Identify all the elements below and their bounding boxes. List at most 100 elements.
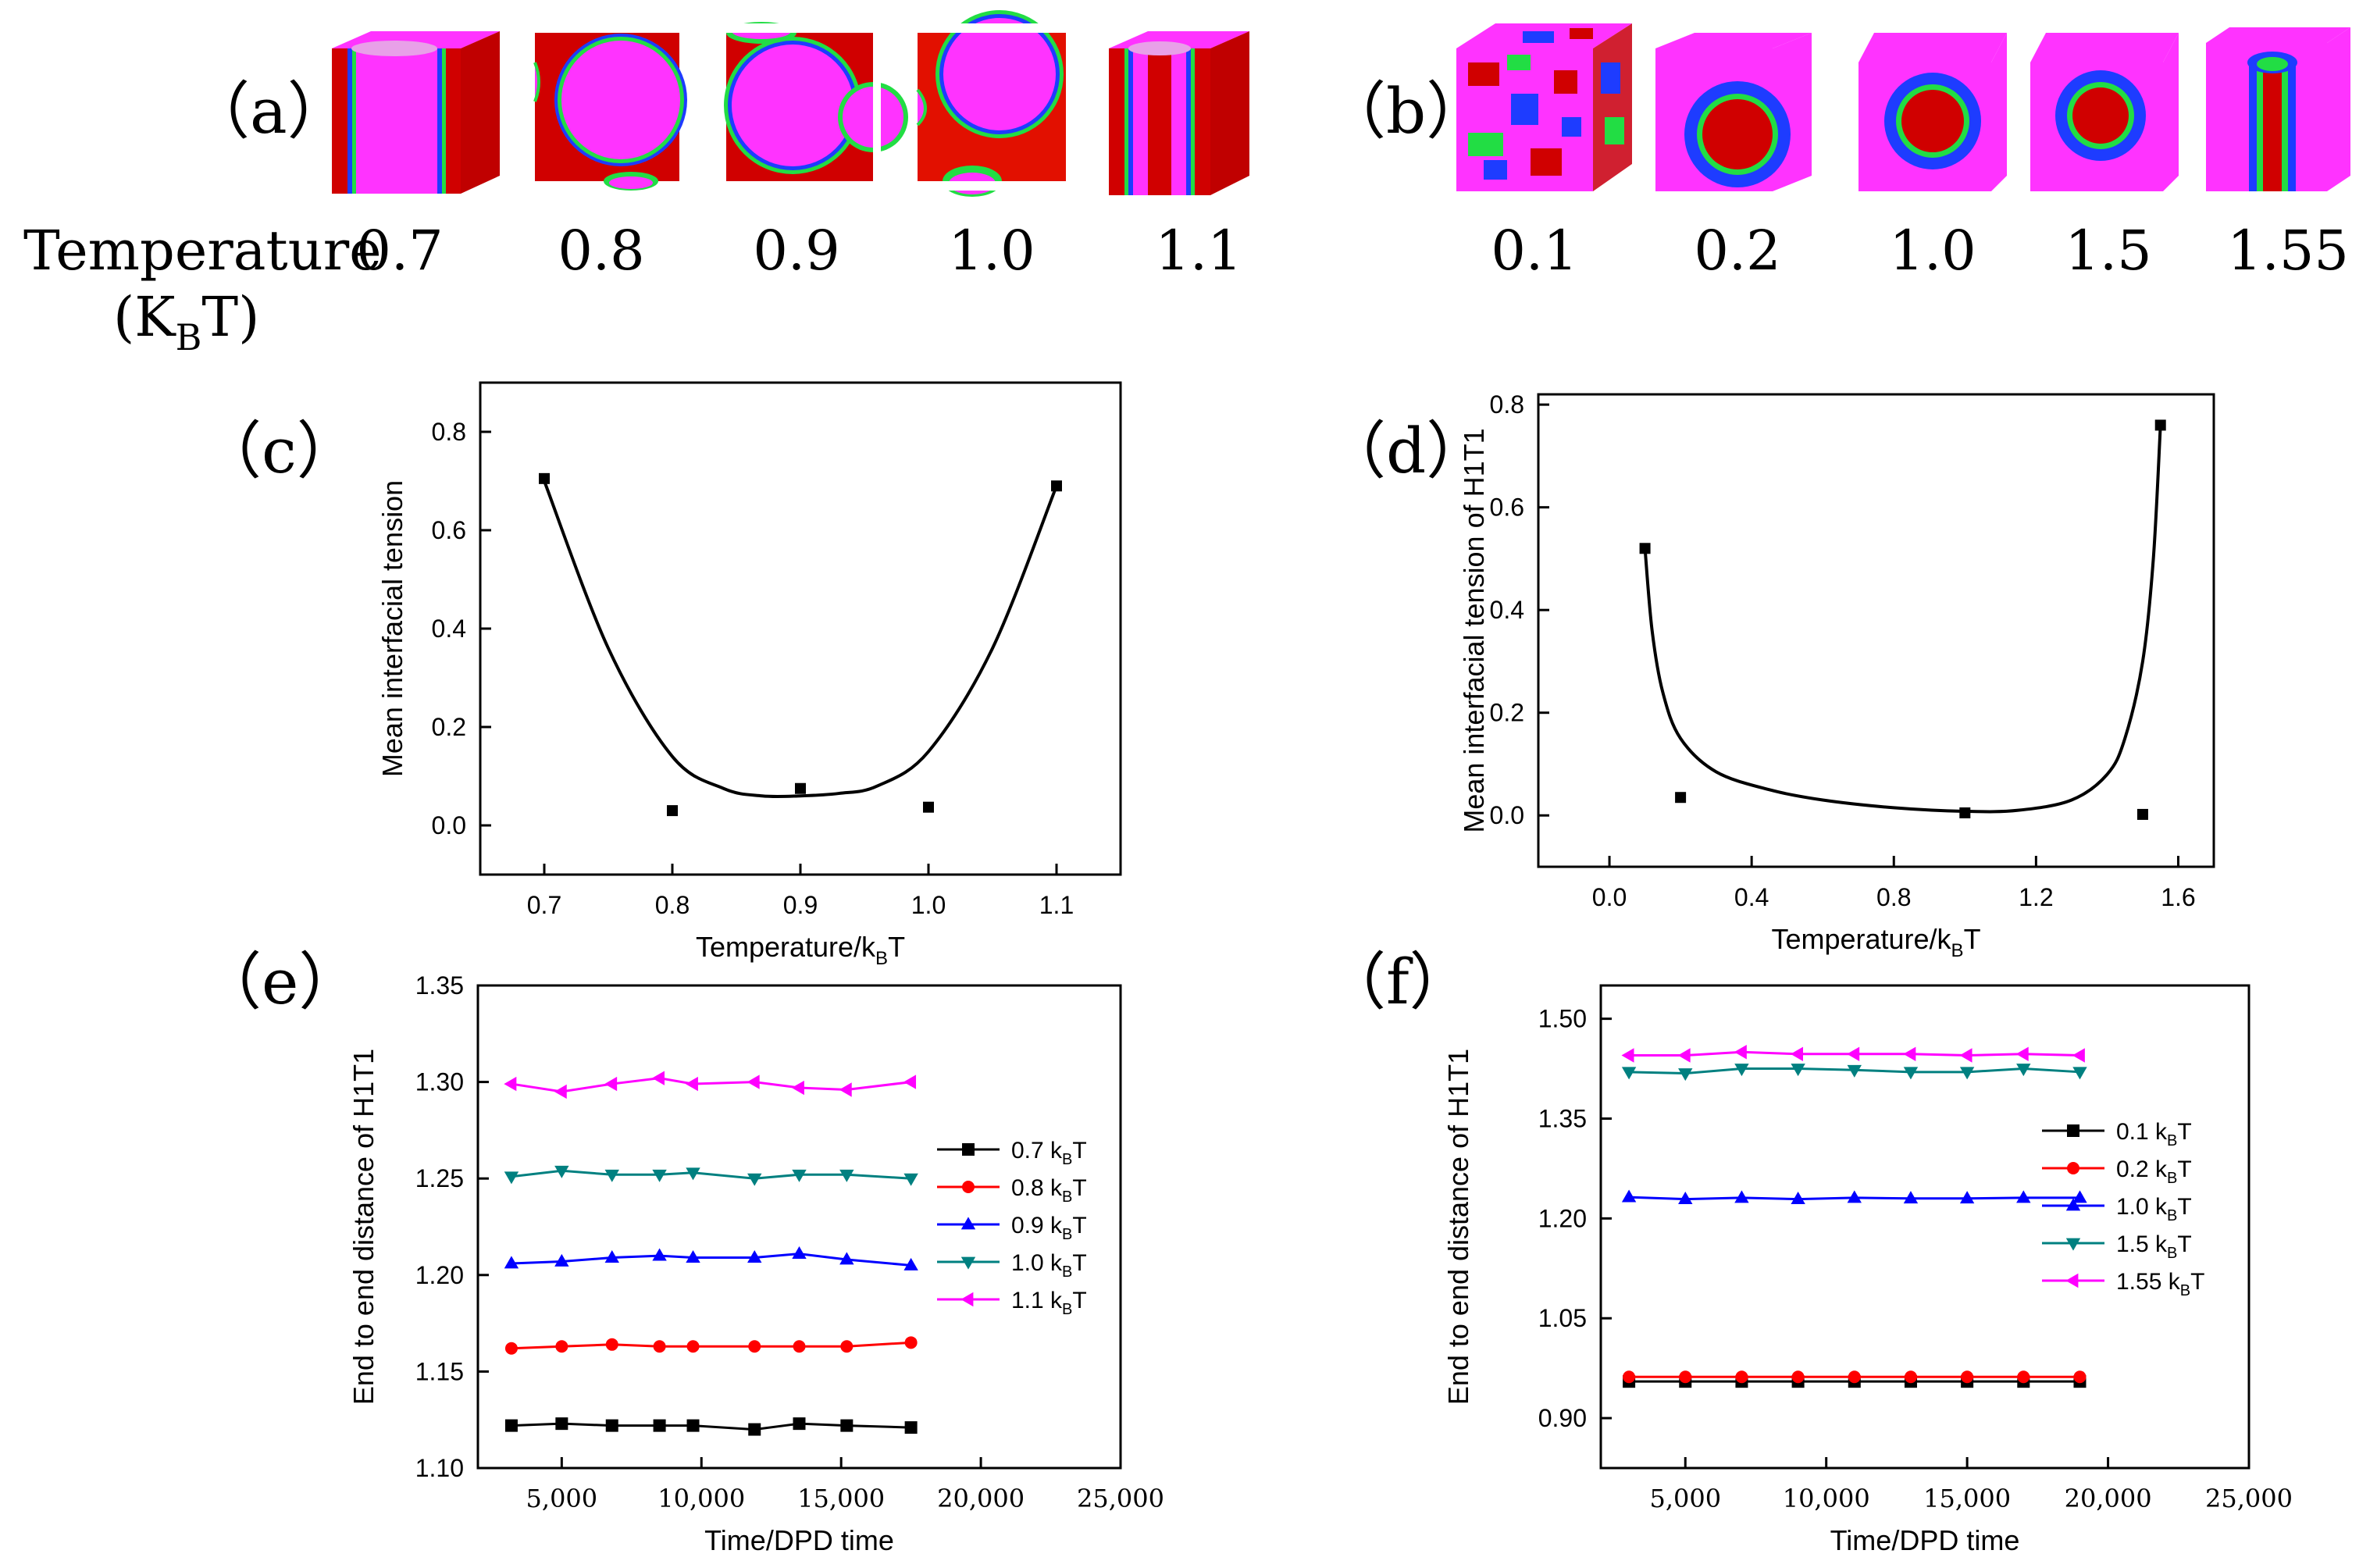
data-point-d-4 [2154, 419, 2166, 431]
legend-label-main-e-2: 0.9 k [1011, 1213, 1063, 1238]
legend-label-sub-f-0: B [2167, 1132, 2177, 1149]
x-axis-title-main-f: Time/DPD time [1830, 1524, 2020, 1556]
series-point-e-2-7 [839, 1252, 854, 1265]
series-point-f-3-1 [1678, 1068, 1693, 1082]
x-axis-title-f: Time/DPD time [1830, 1524, 2020, 1556]
legend-label-main-e-1: 0.8 k [1011, 1175, 1063, 1201]
series-point-f-3-2 [1734, 1064, 1749, 1077]
chart-d: （d） 0.0 0.4 0.8 1.2 1.6 0.0 0.2 0.4 0.6 0.8 Tempera… [1324, 390, 2215, 961]
x-tick-label-d-2: 0.8 [1876, 883, 1911, 911]
x-axis-title-sub-c: B [875, 948, 888, 969]
x-tick-label-d-3: 1.2 [2019, 883, 2053, 911]
legend-marker-f-1 [2067, 1162, 2079, 1174]
data-point-d-3 [2136, 808, 2148, 820]
x-tick-label-f-0: 5,000 [1649, 1484, 1721, 1513]
y-tick-label-e-2: 1.20 [415, 1261, 464, 1289]
series-point-f-2-8 [2072, 1190, 2087, 1203]
data-point-d-1 [1675, 792, 1687, 804]
series-point-f-1-3 [1791, 1370, 1805, 1384]
x-axis-title-main-e: Time/DPD time [704, 1524, 894, 1556]
legend-label-end-e-0: T [1072, 1138, 1086, 1164]
y-tick-label-f-4: 1.50 [1538, 1005, 1587, 1033]
x-tick-label-f-2: 15,000 [1923, 1484, 2011, 1513]
x-axis-title-e: Time/DPD time [704, 1524, 894, 1556]
y-axis-title-f: End to end distance of H1T1 [1442, 1049, 1474, 1405]
series-point-e-0-3 [653, 1419, 666, 1432]
x-tick-label-e-2: 15,000 [797, 1484, 885, 1513]
y-axis-title-e: End to end distance of H1T1 [347, 1049, 380, 1405]
series-point-e-0-7 [840, 1419, 854, 1432]
panel-e-label: （e） [199, 946, 361, 1018]
legend-label-main-f-1: 0.2 k [2116, 1156, 2168, 1182]
x-tick-label-c-0: 0.7 [527, 891, 561, 919]
fit-curve-c [543, 480, 1058, 799]
x-axis-title-sub-d: B [1951, 940, 1964, 961]
y-tick-label-c-2: 0.4 [432, 615, 466, 643]
x-tick-label-e-1: 10,000 [658, 1484, 745, 1513]
series-point-e-1-4 [686, 1340, 700, 1353]
legend-label-end-f-4: T [2190, 1269, 2204, 1295]
series-point-f-4-8 [2072, 1048, 2085, 1063]
legend-label-end-e-1: T [1072, 1175, 1086, 1201]
series-point-f-3-5 [1903, 1067, 1919, 1080]
temp-a-1: 0.8 [558, 219, 644, 283]
series-point-e-1-0 [504, 1342, 518, 1355]
legend-marker-e-1 [962, 1181, 975, 1193]
x-axis-title-c: Temperature/kBT [696, 931, 905, 969]
legend-label-f-2: 1.0 kBT [2116, 1194, 2192, 1224]
series-point-f-2-0 [1621, 1189, 1637, 1203]
series-point-f-3-0 [1621, 1067, 1637, 1080]
temp-b-1: 0.2 [1694, 219, 1780, 283]
data-point-d-2 [1959, 807, 1971, 818]
series-point-f-4-5 [1903, 1046, 1916, 1061]
snapshot-b-0.1 [1456, 23, 1632, 191]
legend-label-sub-f-2: B [2167, 1207, 2177, 1224]
data-point-c-1 [667, 805, 678, 817]
series-point-e-4-2 [604, 1076, 618, 1092]
series-point-e-2-1 [554, 1253, 569, 1267]
series-point-e-1-3 [653, 1340, 666, 1353]
panel-a-label: （a） [187, 75, 350, 148]
legend-label-e-1: 0.8 kBT [1011, 1175, 1087, 1206]
series-point-e-3-7 [839, 1169, 854, 1182]
series-point-f-2-3 [1791, 1192, 1805, 1205]
x-tick-label-e-4: 25,000 [1077, 1484, 1164, 1513]
data-point-c-2 [795, 782, 806, 794]
temp-b-3: 1.5 [2065, 219, 2151, 283]
data-point-c-0 [539, 472, 550, 484]
legend-label-end-f-2: T [2177, 1194, 2191, 1220]
series-point-f-3-4 [1847, 1064, 1862, 1078]
panel-b: （b） [1324, 23, 2350, 283]
series-point-e-4-3 [651, 1071, 665, 1085]
x-tick-label-c-4: 1.1 [1039, 891, 1074, 919]
series-point-f-4-3 [1791, 1046, 1804, 1061]
legend-label-e-3: 1.0 kBT [1011, 1250, 1087, 1281]
series-point-f-4-1 [1677, 1048, 1691, 1063]
plot-frame-c [479, 381, 1122, 876]
series-point-e-3-0 [504, 1171, 519, 1185]
series-point-e-0-2 [605, 1419, 618, 1432]
x-tick-label-c-3: 1.0 [911, 891, 946, 919]
legend-label-sub-f-4: B [2180, 1282, 2190, 1299]
series-point-e-2-2 [604, 1249, 619, 1263]
legend-label-end-e-4: T [1072, 1288, 1086, 1313]
legend-label-main-f-4: 1.55 k [2116, 1269, 2181, 1295]
x-tick-label-e-3: 20,000 [937, 1484, 1025, 1513]
series-point-f-2-1 [1678, 1192, 1693, 1205]
snapshot-b-1.0 [1858, 33, 2007, 191]
series-point-e-1-5 [748, 1340, 761, 1353]
panel-a: （a） [23, 10, 1249, 358]
series-point-e-2-8 [903, 1257, 918, 1270]
y-tick-label-d-0: 0.0 [1490, 801, 1524, 829]
x-axis-title-end-c: T [888, 931, 905, 963]
series-point-e-0-8 [904, 1421, 918, 1434]
legend-marker-e-0 [962, 1143, 975, 1156]
legend-label-f-3: 1.5 kBT [2116, 1231, 2192, 1262]
temp-b-0: 0.1 [1491, 219, 1577, 283]
series-point-e-1-2 [605, 1338, 618, 1351]
series-point-e-1-1 [555, 1340, 568, 1353]
series-point-f-3-8 [2072, 1067, 2087, 1080]
y-tick-label-c-0: 0.0 [432, 811, 466, 839]
series-point-e-3-6 [792, 1169, 807, 1182]
